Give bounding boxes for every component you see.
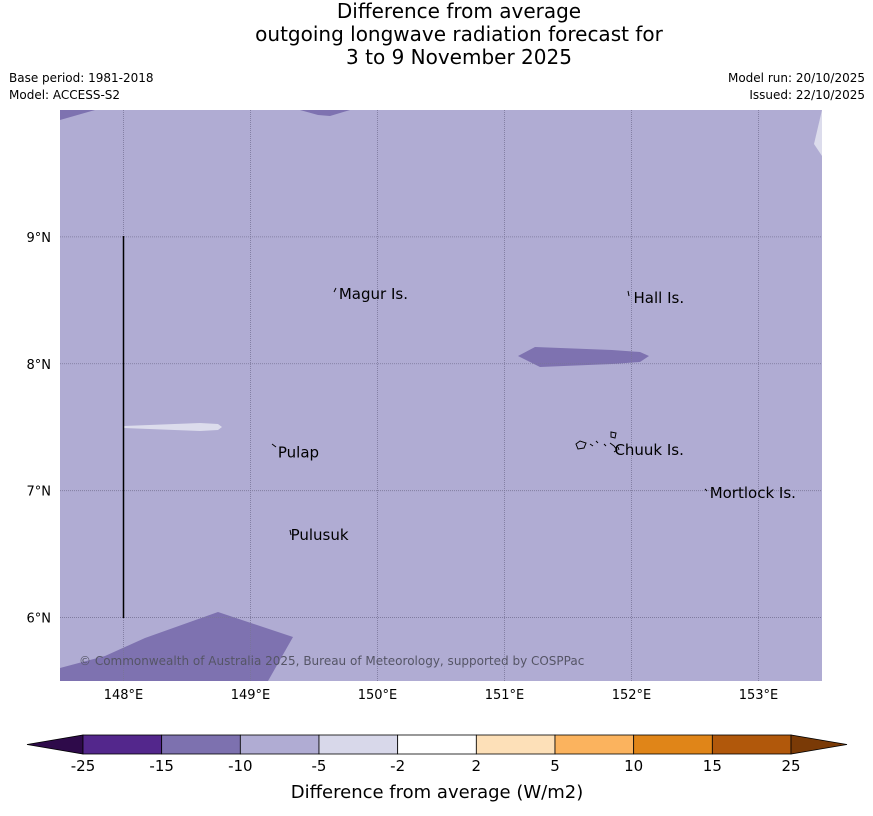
anomaly-patch-dark-top (300, 110, 350, 116)
colorbar-bins (82, 734, 792, 755)
place-label: Pulap (278, 444, 319, 462)
colorbar-label: -5 (312, 757, 327, 775)
anomaly-patch-light-east (814, 110, 822, 156)
map-background (60, 110, 822, 681)
lon-tick-label: 150°E (358, 688, 398, 703)
issued-date: Issued: 22/10/2025 (749, 88, 865, 102)
colorbar-labels: -25 -15 -10 -5 -2 2 5 10 15 25 (71, 757, 801, 775)
colorbar-bin (475, 734, 556, 755)
colorbar-bin (397, 734, 477, 755)
island-hall (627, 290, 630, 297)
anomaly-patch-dark-sw (60, 612, 293, 681)
island-outlines (271, 287, 708, 536)
place-label: Hall Is. (634, 289, 685, 307)
colorbar-label: -15 (149, 757, 174, 775)
island-pulusuk (289, 529, 292, 536)
colorbar-label: 10 (624, 757, 643, 775)
colorbar: -25 -15 -10 -5 -2 2 5 10 15 25 Differenc… (26, 734, 848, 803)
colorbar-label: -25 (71, 757, 96, 775)
lon-tick-label: 151°E (485, 688, 525, 703)
anomaly-patch-light-west (124, 423, 222, 431)
island-pulap (271, 443, 277, 448)
colorbar-label: 2 (472, 757, 482, 775)
meta-left: Base period: 1981-2018 Model: ACCESS-S2 (9, 70, 154, 104)
title-line-2: outgoing longwave radiation forecast for (255, 22, 663, 46)
colorbar-bin (711, 734, 792, 755)
colorbar-extend-low (26, 734, 84, 755)
colorbar-bin (161, 734, 241, 755)
anomaly-patch-dark-top-left (60, 110, 95, 120)
copyright-credit: © Commonwealth of Australia 2025, Bureau… (79, 654, 584, 668)
place-labels: Magur Is. Hall Is. Pulap Chuuk Is. Mortl… (278, 285, 796, 544)
anomaly-patch-dark-chuuk-north (518, 347, 649, 367)
lon-tick-label: 148°E (104, 688, 144, 703)
colorbar-bin (82, 734, 163, 755)
model-name: Model: ACCESS-S2 (9, 88, 121, 102)
colorbar-label: -10 (228, 757, 253, 775)
colorbar-label: -2 (390, 757, 405, 775)
map-title: Difference from average outgoing longwav… (0, 0, 873, 69)
colorbar-label: 25 (781, 757, 800, 775)
colorbar-title: Difference from average (W/m2) (291, 782, 583, 803)
map-panel: Magur Is. Hall Is. Pulap Chuuk Is. Mortl… (60, 110, 822, 681)
base-period: Base period: 1981-2018 (9, 71, 154, 85)
lat-tick-label: 9°N (27, 231, 52, 246)
island-chuuk-lagoon (575, 431, 620, 453)
graticule (60, 110, 822, 681)
colorbar-extend-high (790, 734, 848, 755)
colorbar-label: 5 (550, 757, 560, 775)
lon-tick-label: 153°E (739, 688, 779, 703)
longitude-tick-labels: 148°E 149°E 150°E 151°E 152°E 153°E (104, 688, 779, 703)
place-label: Mortlock Is. (710, 484, 796, 502)
place-label: Chuuk Is. (614, 441, 683, 459)
colorbar-bin (318, 734, 399, 755)
place-label: Pulusuk (291, 526, 349, 544)
colorbar-bin (554, 734, 635, 755)
title-line-1: Difference from average (336, 0, 582, 23)
island-mortlock (704, 488, 708, 492)
colorbar-bin (633, 734, 713, 755)
colorbar-bin (239, 734, 320, 755)
island-magur (333, 287, 337, 293)
colorbar-label: 15 (703, 757, 722, 775)
lon-tick-label: 149°E (231, 688, 271, 703)
model-run: Model run: 20/10/2025 (727, 71, 865, 85)
title-line-3: 3 to 9 November 2025 (346, 45, 572, 69)
lat-tick-label: 6°N (27, 612, 52, 627)
lat-tick-label: 7°N (27, 485, 52, 500)
place-label: Magur Is. (339, 285, 408, 303)
latitude-tick-labels: 9°N 8°N 7°N 6°N (27, 231, 52, 627)
lat-tick-label: 8°N (27, 358, 52, 373)
lon-tick-label: 152°E (612, 688, 652, 703)
meta-right: Model run: 20/10/2025 Issued: 22/10/2025 (728, 70, 865, 104)
